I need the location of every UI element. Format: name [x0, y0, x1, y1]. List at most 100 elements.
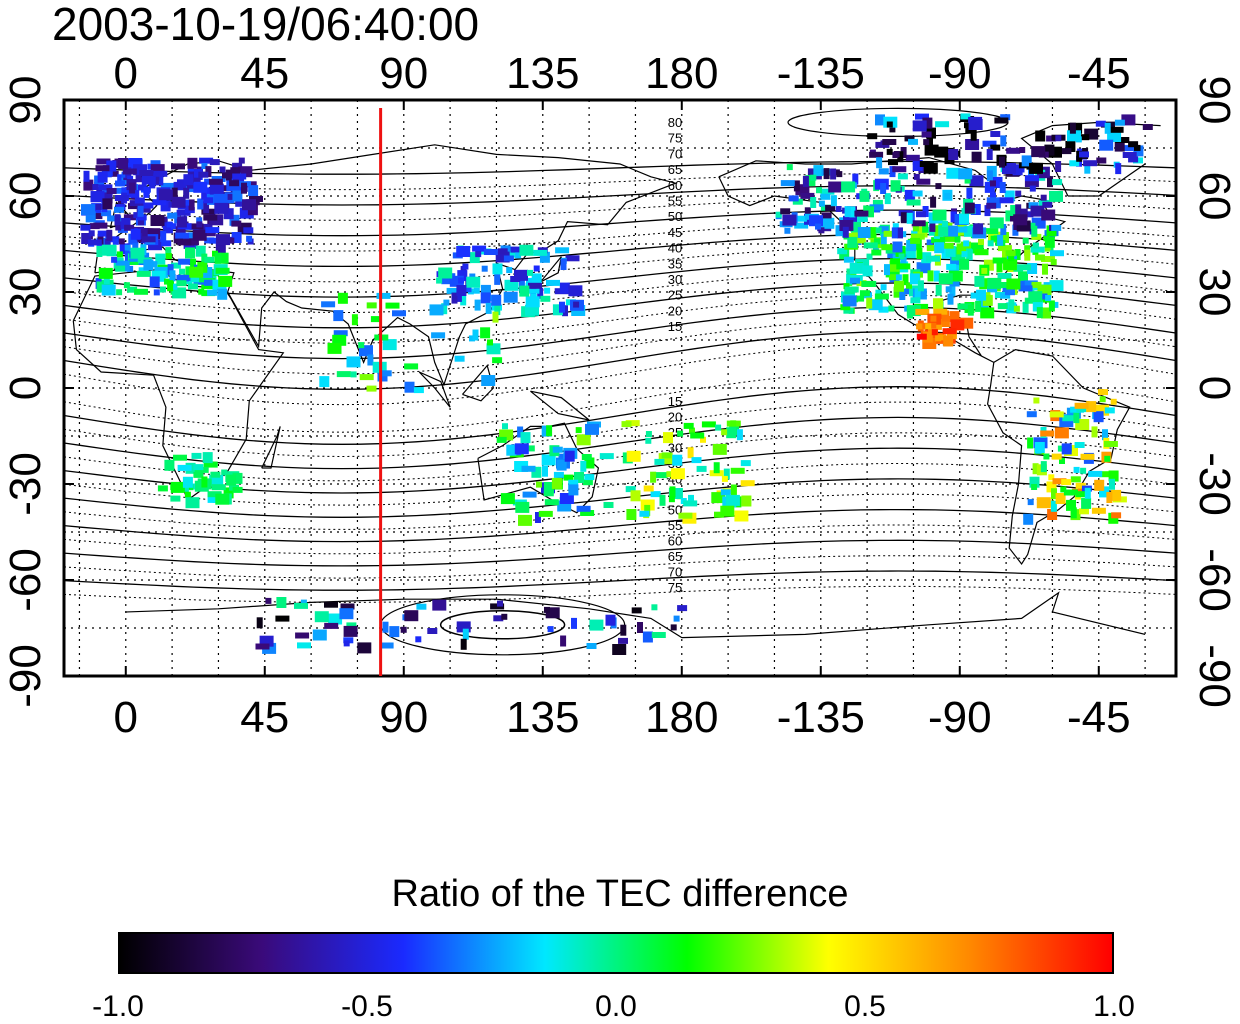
- tec-ratio-patch: [170, 262, 181, 269]
- tec-ratio-patch: [255, 643, 270, 650]
- tec-ratio-patch: [1016, 264, 1031, 271]
- tec-ratio-patch: [242, 199, 256, 211]
- tec-ratio-patch: [143, 202, 154, 209]
- tec-ratio-patch: [185, 266, 192, 278]
- tec-ratio-patch: [1048, 146, 1062, 158]
- right-axis-label: 90: [1190, 76, 1239, 125]
- contour-label: 70: [668, 565, 682, 580]
- tec-ratio-patch: [124, 224, 135, 231]
- tec-ratio-patch: [141, 236, 156, 243]
- tec-ratio-patch: [480, 327, 491, 339]
- tec-ratio-patch: [130, 228, 141, 240]
- tec-ratio-patch: [673, 615, 680, 622]
- tec-ratio-patch: [914, 288, 921, 300]
- coastline: [418, 371, 451, 408]
- tec-ratio-patch: [400, 626, 407, 633]
- tec-ratio-patch: [1024, 249, 1031, 261]
- tec-ratio-patch: [201, 476, 208, 488]
- tec-ratio-patch: [552, 446, 563, 453]
- tec-ratio-patch: [696, 465, 707, 472]
- tec-ratio-patch: [836, 171, 843, 178]
- tec-ratio-patch: [1115, 137, 1130, 143]
- tec-ratio-patch: [723, 468, 730, 480]
- tec-ratio-patch: [936, 334, 947, 341]
- tec-ratio-patch: [1000, 224, 1007, 235]
- tec-ratio-patch: [967, 304, 974, 316]
- tec-ratio-patch: [1052, 478, 1067, 485]
- magnetic-latitude-contour: [63, 401, 1176, 458]
- tec-ratio-patch: [959, 317, 974, 329]
- tec-ratio-patch: [1044, 144, 1055, 156]
- tec-ratio-patch: [1006, 147, 1021, 154]
- contour-label: 20: [668, 303, 682, 318]
- tec-ratio-patch: [207, 491, 222, 498]
- tec-ratio-patch: [982, 140, 997, 147]
- tec-ratio-patch: [884, 264, 890, 276]
- tec-ratio-patch: [1035, 254, 1045, 261]
- tec-ratio-patch: [246, 235, 253, 242]
- tec-ratio-patch: [992, 176, 1003, 188]
- tec-ratio-patch: [359, 374, 374, 381]
- tec-ratio-patch: [818, 227, 825, 234]
- tec-ratio-patch: [575, 427, 582, 434]
- tec-ratio-patch: [497, 248, 508, 255]
- tec-ratio-patch: [259, 635, 274, 647]
- tec-ratio-patch: [327, 342, 342, 354]
- tec-ratio-patch: [944, 225, 958, 237]
- tec-ratio-patch: [1075, 419, 1090, 430]
- tec-ratio-patch: [880, 284, 887, 291]
- tec-ratio-patch: [1070, 476, 1081, 483]
- tec-ratio-patch: [1046, 135, 1057, 142]
- tec-ratio-patch: [97, 171, 108, 183]
- tec-ratio-patch: [568, 285, 583, 297]
- right-axis-label: -60: [1190, 548, 1239, 612]
- tec-ratio-patch: [1032, 242, 1039, 249]
- tec-ratio-patch: [382, 339, 397, 351]
- contour-label: 45: [668, 225, 682, 240]
- tec-ratio-patch: [1075, 491, 1090, 498]
- tec-ratio-patch: [653, 472, 668, 479]
- tec-ratio-patch: [916, 333, 927, 340]
- tec-ratio-patch: [321, 301, 336, 308]
- tec-ratio-patch: [916, 248, 923, 259]
- tec-ratio-patch: [1031, 217, 1046, 229]
- tec-ratio-patch: [895, 274, 902, 281]
- tec-ratio-patch: [515, 252, 522, 259]
- tec-ratio-patch: [931, 329, 938, 336]
- tec-ratio-patch: [650, 491, 661, 498]
- tec-ratio-patch: [1069, 160, 1080, 167]
- tec-ratio-patch: [248, 185, 259, 197]
- tec-ratio-patch: [912, 225, 919, 232]
- tec-ratio-patch: [300, 599, 307, 606]
- tec-ratio-patch: [1017, 208, 1028, 220]
- tec-ratio-patch: [849, 262, 864, 274]
- tec-ratio-patch: [568, 484, 579, 496]
- tec-ratio-patch: [560, 635, 567, 647]
- tec-ratio-patch: [892, 152, 899, 159]
- tec-ratio-patch: [584, 474, 595, 481]
- tec-ratio-patch: [886, 148, 893, 155]
- tec-ratio-patch: [201, 253, 208, 265]
- tec-ratio-patch: [1079, 134, 1090, 141]
- tec-ratio-patch: [932, 209, 947, 221]
- tec-ratio-patch: [904, 189, 915, 201]
- tec-ratio-patch: [1030, 205, 1045, 217]
- tec-ratio-patch: [1040, 461, 1047, 473]
- tec-ratio-patch: [847, 236, 858, 248]
- tec-ratio-patch: [123, 214, 138, 221]
- tec-ratio-patch: [891, 227, 898, 239]
- tec-ratio-patch: [734, 510, 749, 522]
- tec-ratio-patch: [645, 431, 652, 437]
- tec-ratio-patch: [249, 196, 263, 202]
- tec-ratio-patch: [98, 267, 113, 279]
- tec-ratio-patch: [990, 235, 1001, 242]
- tec-ratio-patch: [106, 160, 117, 172]
- tec-ratio-patch: [1023, 513, 1034, 525]
- tec-ratio-patch: [429, 304, 444, 316]
- contour-label: 65: [668, 549, 682, 564]
- tec-ratio-patch: [690, 432, 705, 439]
- tec-ratio-patch: [625, 420, 640, 427]
- tec-ratio-patch: [1000, 135, 1007, 147]
- tec-ratio-patch: [519, 244, 534, 256]
- tec-ratio-patch: [816, 187, 822, 194]
